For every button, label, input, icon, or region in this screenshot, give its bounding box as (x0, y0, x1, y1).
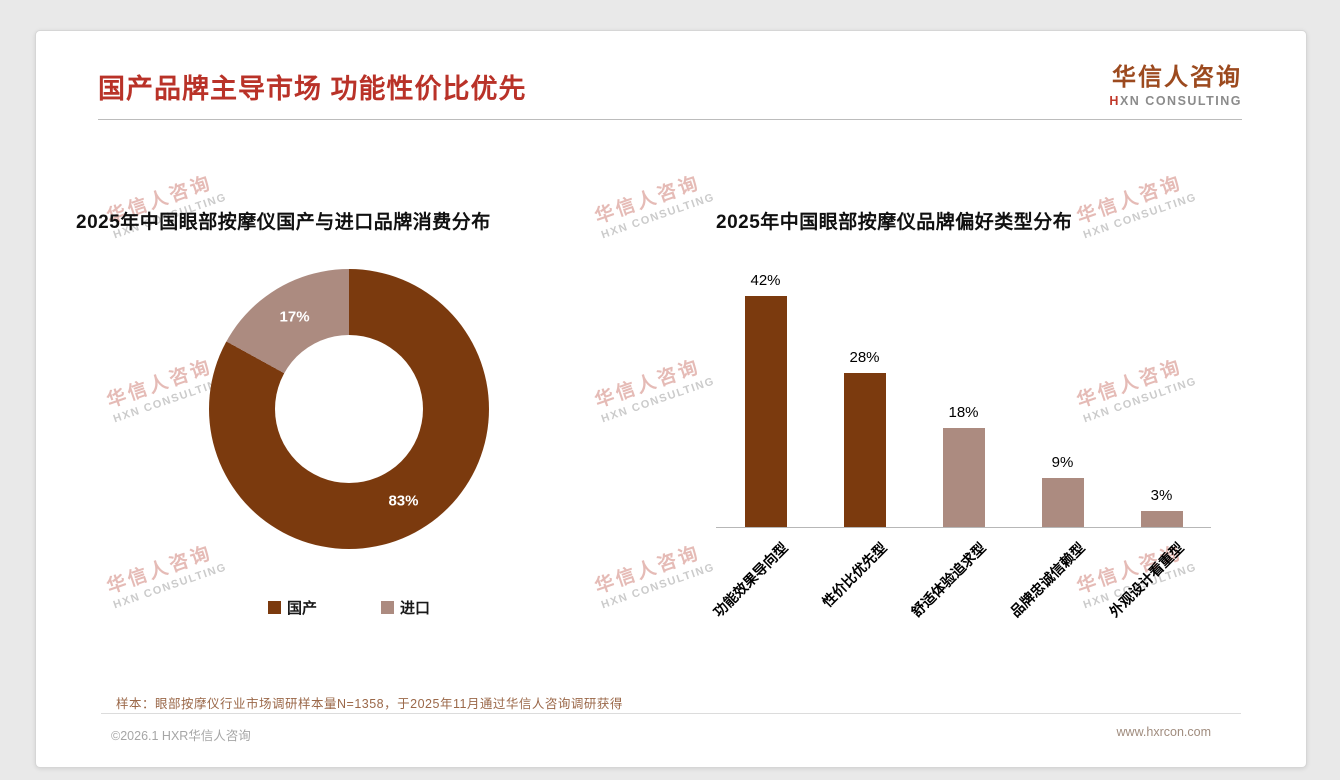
watermark-cn-text: 华信人咨询 (104, 356, 216, 413)
donut-hole (275, 335, 423, 483)
logo-subtitle: HXN CONSULTING (1109, 94, 1242, 108)
slide-card: 华信人咨询 HXN CONSULTING 华信人咨询 HXN CONSULTING 华信… (35, 30, 1307, 768)
footer-copyright: ©2026.1 HXR华信人咨询 (111, 729, 251, 743)
legend-swatch-imported (381, 601, 394, 614)
donut-slice-label: 83% (388, 492, 419, 510)
bar-category-label: 性价比优先型 (818, 539, 890, 611)
logo-h-icon: H (1109, 94, 1120, 108)
bar-category-label: 品牌忠诚信赖型 (1006, 539, 1088, 621)
watermark-en-text: HXN CONSULTING (599, 191, 717, 242)
bar-column: 9% (1013, 271, 1112, 527)
logo-subtitle-text: XN CONSULTING (1119, 94, 1242, 108)
watermark-cn-text: 华信人咨询 (104, 542, 216, 599)
legend-label-domestic: 国产 (286, 600, 317, 617)
bar-category-label: 舒适体验追求型 (907, 539, 989, 621)
bar-chart-category-axis: 功能效果导向型 性价比优先型 舒适体验追求型 品牌忠诚信赖型 外观设计看重型 (710, 528, 1211, 658)
footer-website: www.hxrcon.com (1116, 725, 1211, 739)
watermark: 华信人咨询 HXN CONSULTING (591, 535, 717, 612)
watermark-cn-text: 华信人咨询 (592, 356, 704, 413)
watermark-cn-text: 华信人咨询 (1074, 172, 1186, 229)
watermark: 华信人咨询 HXN CONSULTING (591, 165, 717, 242)
header-divider (98, 119, 1242, 120)
watermark-en-text: HXN CONSULTING (599, 561, 717, 612)
watermark: 华信人咨询 HXN CONSULTING (1073, 165, 1199, 242)
bar-chart-title: 2025年中国眼部按摩仪品牌偏好类型分布 (716, 212, 1073, 233)
watermark-en-text: HXN CONSULTING (599, 375, 717, 426)
company-logo: 华信人咨询 HXN CONSULTING (1109, 57, 1242, 108)
logo-company-name: 华信人咨询 (1112, 64, 1242, 91)
page-title: 国产品牌主导市场 功能性价比优先 (98, 74, 527, 104)
bar-value-label: 9% (1051, 453, 1074, 471)
watermark-cn-text: 华信人咨询 (592, 542, 704, 599)
bar: 3% (1140, 487, 1183, 527)
slide-footer: ©2026.1 HXR华信人咨询 www.hxrcon.com (101, 713, 1241, 767)
bar: 42% (744, 272, 787, 527)
donut-chart: 83% 17% (209, 269, 489, 549)
bar-column: 18% (914, 271, 1013, 527)
donut-chart-title: 2025年中国眼部按摩仪国产与进口品牌消费分布 (76, 212, 491, 233)
legend-item-domestic: 国产 (267, 597, 317, 618)
bar-value-label: 28% (849, 349, 880, 366)
bar-chart: 42% 28% 18% 9% 3% 功能效果导向型 性价比优先型 舒适体验追求型 品牌忠诚信赖… (710, 271, 1211, 658)
donut-slice-label: 17% (279, 308, 310, 326)
bar-value-label: 18% (948, 404, 979, 421)
watermark-en-text: HXN CONSULTING (1081, 191, 1199, 242)
bar-chart-plot-area: 42% 28% 18% 9% 3% (716, 271, 1211, 528)
bar-column: 28% (815, 271, 914, 527)
bar-category-label: 功能效果导向型 (709, 539, 791, 621)
bar: 9% (1041, 454, 1084, 527)
watermark: 华信人咨询 HXN CONSULTING (591, 349, 717, 426)
bar: 18% (942, 404, 985, 527)
bar-column: 42% (716, 271, 815, 527)
bar-column: 3% (1112, 271, 1211, 527)
legend-swatch-domestic (267, 601, 281, 614)
sample-note: 样本：眼部按摩仪行业市场调研样本量N=1358，于2025年11月通过华信人咨询… (116, 697, 623, 711)
bar-category-label: 外观设计看重型 (1105, 539, 1187, 621)
legend-item-imported: 进口 (381, 597, 430, 618)
bar-value-label: 42% (750, 272, 781, 289)
bar: 28% (843, 349, 886, 527)
donut-legend: 国产 进口 (186, 597, 512, 618)
bar-value-label: 3% (1150, 486, 1173, 504)
watermark-cn-text: 华信人咨询 (592, 172, 704, 229)
legend-label-imported: 进口 (400, 600, 431, 617)
